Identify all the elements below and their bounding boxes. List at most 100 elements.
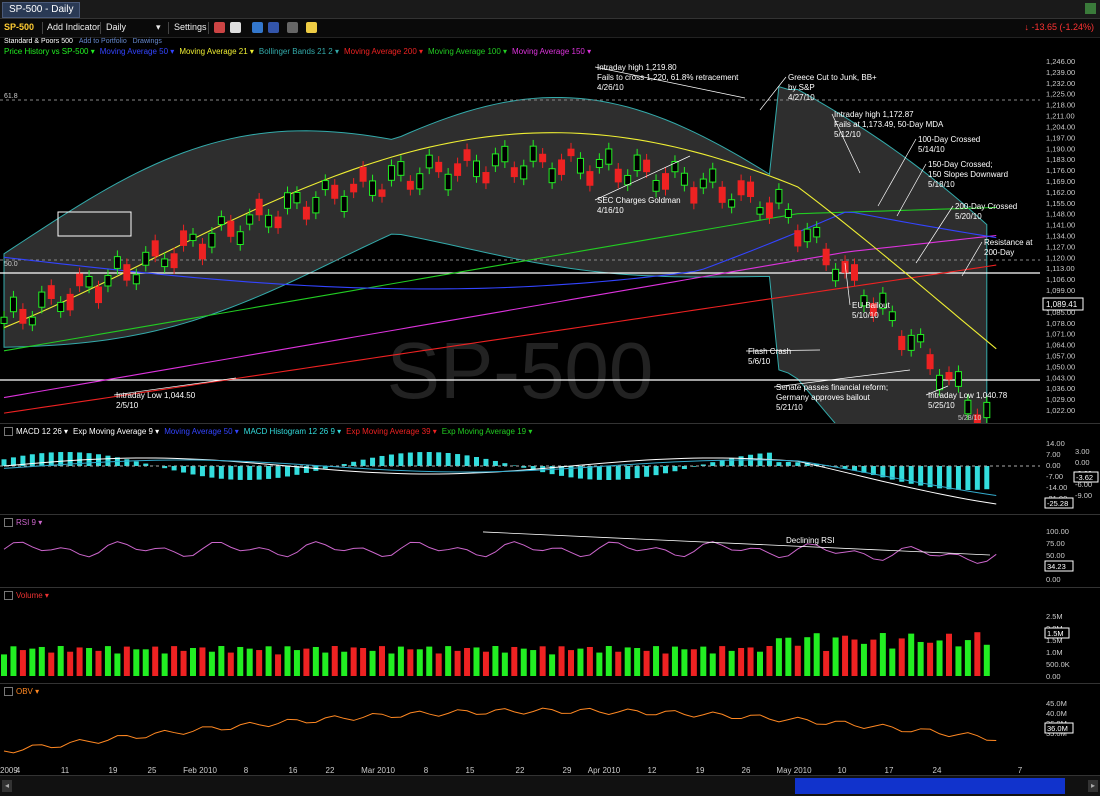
- period-select[interactable]: Daily: [106, 21, 126, 34]
- volume-bar: [20, 650, 26, 676]
- x-axis-start: 2009: [0, 766, 18, 775]
- settings-button[interactable]: Settings: [174, 21, 207, 34]
- x-axis-label: Apr 2010: [588, 766, 621, 775]
- rsi-chart[interactable]: Declining RSI100.0075.0050.0025.000.0034…: [0, 527, 1100, 586]
- macd-bar: [729, 458, 734, 466]
- macd-bar: [124, 459, 129, 466]
- macd-legend-item[interactable]: Exp Moving Average 39 ▾: [346, 427, 437, 436]
- macd-legend-item[interactable]: MACD Histogram 12 26 9 ▾: [244, 427, 341, 436]
- volume-bar: [256, 650, 262, 676]
- volume-bar: [606, 646, 612, 676]
- note-icon[interactable]: [306, 22, 317, 33]
- macd-bar: [720, 460, 725, 466]
- candle: [426, 155, 432, 168]
- candle: [181, 231, 187, 246]
- macd-legend: MACD 12 26 ▾ Exp Moving Average 9 ▾ Moving…: [4, 427, 537, 436]
- chart-subtitle: Standard & Poors 500 Add to Portfolio Dr…: [4, 38, 162, 45]
- candle: [171, 254, 177, 268]
- facebook-icon[interactable]: [268, 22, 279, 33]
- macd-chart[interactable]: 14.007.000.00-7.00-14.00-21.003.000.00-3…: [0, 436, 1100, 513]
- rsi-note: Declining RSI: [786, 536, 834, 545]
- price-axis-label: 1,120.00: [1046, 253, 1075, 262]
- volume-bar: [398, 647, 404, 676]
- volume-bar: [492, 646, 498, 676]
- maximize-icon[interactable]: [1085, 3, 1096, 14]
- annotation-ma200: 5/20/10: [955, 212, 982, 221]
- chevron-down-icon[interactable]: ▾: [156, 21, 161, 34]
- add-to-portfolio-link[interactable]: Add to Portfolio: [79, 38, 127, 45]
- scrollbar-thumb[interactable]: [795, 778, 1065, 794]
- macd-bar: [446, 453, 451, 466]
- indicator-legend-item[interactable]: Moving Average 21 ▾: [179, 47, 254, 56]
- candle: [96, 287, 102, 303]
- candle: [927, 355, 933, 369]
- candle: [757, 208, 763, 215]
- x-axis-label: 25: [148, 766, 157, 775]
- candle: [785, 209, 791, 217]
- last-price-label: 1,089.41: [1046, 300, 1078, 309]
- volume-bar: [663, 654, 669, 676]
- volume-bar: [691, 649, 697, 676]
- print-icon[interactable]: [230, 22, 241, 33]
- volume-bar: [303, 649, 309, 676]
- indicator-legend-item[interactable]: Moving Average 100 ▾: [428, 47, 507, 56]
- candle: [814, 227, 820, 236]
- annotation-ma150: 150 Slopes Downward: [928, 170, 1008, 179]
- volume-bar: [521, 649, 527, 676]
- macd-bar: [956, 466, 961, 490]
- volume-bar: [407, 649, 413, 676]
- macd-line: [4, 458, 996, 504]
- candle: [10, 297, 16, 312]
- macd-bar: [30, 454, 35, 466]
- indicator-legend-item[interactable]: Moving Average 150 ▾: [512, 47, 591, 56]
- volume-bar: [785, 638, 791, 676]
- annotation-resistance: 200-Day: [984, 248, 1014, 257]
- indicator-legend-item[interactable]: Moving Average 200 ▾: [344, 47, 423, 56]
- timeline-scrollbar[interactable]: ◂ ▸: [0, 775, 1100, 796]
- macd-bar: [209, 466, 214, 478]
- macd-bar: [417, 452, 422, 466]
- symbol-label[interactable]: SP-500: [4, 21, 34, 34]
- toolbar: SP-500 Add Indicator Daily ▾ Settings ↓ …: [0, 19, 1100, 38]
- annotation-flash: Flash Crash: [748, 347, 791, 356]
- macd-bar: [96, 454, 101, 466]
- indicator-legend-item[interactable]: Price History vs SP-500 ▾: [4, 47, 95, 56]
- price-axis-label: 1,141.00: [1046, 221, 1075, 230]
- candle: [577, 158, 583, 173]
- twitter-icon[interactable]: [252, 22, 263, 33]
- scroll-left-icon[interactable]: ◂: [2, 780, 12, 792]
- macd-legend-item[interactable]: Moving Average 50 ▾: [164, 427, 239, 436]
- candle: [681, 173, 687, 185]
- x-axis-label: May 2010: [776, 766, 812, 775]
- volume-bar: [540, 646, 546, 676]
- x-axis-label: 17: [885, 766, 894, 775]
- macd-bar: [625, 466, 630, 479]
- price-axis-label: 1,127.00: [1046, 242, 1075, 251]
- link-icon[interactable]: [287, 22, 298, 33]
- x-axis-label: 16: [289, 766, 298, 775]
- volume-bar: [653, 646, 659, 676]
- indicator-legend-item[interactable]: Bollinger Bands 21 2 ▾: [259, 47, 339, 56]
- price-axis-label: 1,078.00: [1046, 319, 1075, 328]
- candle: [568, 149, 574, 155]
- scroll-right-icon[interactable]: ▸: [1088, 780, 1098, 792]
- macd-bar: [965, 466, 970, 490]
- macd-bar: [228, 466, 233, 480]
- macd-legend-item[interactable]: MACD 12 26 ▾: [16, 427, 68, 436]
- drawings-link[interactable]: Drawings: [133, 38, 162, 45]
- candle: [596, 159, 602, 167]
- annotation-eu: EU Bailout: [852, 301, 891, 310]
- annotation-flash: 5/6/10: [748, 357, 771, 366]
- tab-title: SP-500 - Daily: [9, 4, 73, 15]
- chart-tab[interactable]: SP-500 - Daily: [2, 2, 80, 18]
- volume-bar: [237, 647, 243, 676]
- macd-legend-item[interactable]: Exp Moving Average 19 ▾: [442, 427, 533, 436]
- indicator-legend-item[interactable]: Moving Average 50 ▾: [100, 47, 175, 56]
- macd-legend-item[interactable]: Exp Moving Average 9 ▾: [73, 427, 159, 436]
- add-indicator-button[interactable]: Add Indicator: [47, 21, 100, 34]
- watermark: SP-500: [387, 326, 654, 415]
- alert-icon[interactable]: [214, 22, 225, 33]
